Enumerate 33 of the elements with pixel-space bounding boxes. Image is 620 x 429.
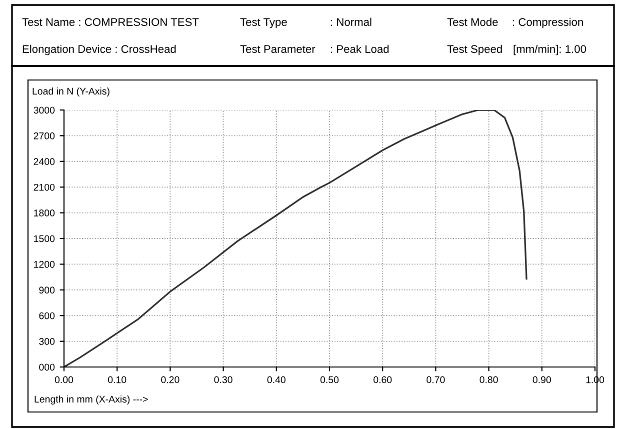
y-tick-label: 2700 xyxy=(34,132,55,140)
x-tick-label: 0.90 xyxy=(532,376,551,384)
x-tick-label: 0.30 xyxy=(214,376,232,384)
text: Test Mode xyxy=(447,18,498,26)
y-tick-label: 1200 xyxy=(34,260,55,268)
x-tick-label: 0.10 xyxy=(108,376,126,384)
text: Test Type xyxy=(240,18,287,28)
y-axis-title: Load in N (Y-Axis) xyxy=(32,87,110,97)
x-tick-label: 0.20 xyxy=(161,376,180,384)
x-tick-label: 0.00 xyxy=(54,376,74,384)
x-tick-label: 0.50 xyxy=(320,376,339,384)
text: Test Parameter xyxy=(240,45,316,53)
y-tick-label: 900 xyxy=(39,286,55,294)
text: : Normal xyxy=(331,18,372,26)
x-tick-label: 0.60 xyxy=(374,376,392,384)
y-tick-label: 600 xyxy=(39,312,55,320)
y-tick-label: 300 xyxy=(39,338,55,345)
text: Test Speed xyxy=(447,44,502,56)
text: Elongation Device : CrossHead xyxy=(22,44,176,56)
y-tick-label: 2100 xyxy=(34,184,55,191)
x-tick-label: 0.40 xyxy=(267,376,286,384)
y-tick-label: 000 xyxy=(39,364,55,371)
x-tick-label: 0.80 xyxy=(480,376,498,384)
text: : Compression xyxy=(513,18,583,28)
y-tick-label: 3000 xyxy=(34,106,55,114)
text: Test Name : COMPRESSION TEST xyxy=(22,18,199,26)
x-tick-label: 0.70 xyxy=(426,376,445,384)
text: : Peak Load xyxy=(331,44,389,53)
y-tick-label: 2400 xyxy=(34,158,55,166)
y-tick-label: 1500 xyxy=(34,235,55,242)
y-tick-label: 1800 xyxy=(34,210,55,216)
x-axis-title: Length in mm (X-Axis) ---> xyxy=(34,395,148,405)
text: [mm/min]: 1.00 xyxy=(514,44,586,56)
